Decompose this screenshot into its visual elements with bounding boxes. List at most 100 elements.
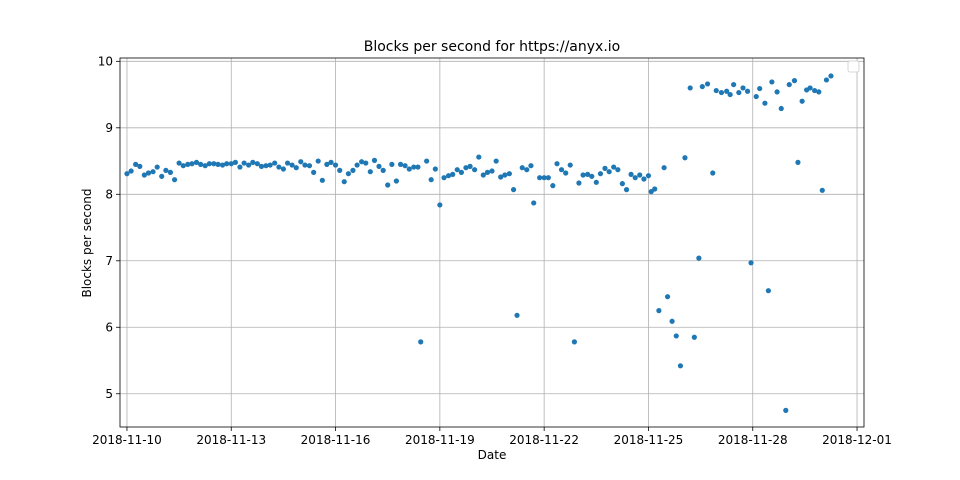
data-point [402, 163, 408, 169]
data-point [563, 170, 569, 176]
data-point [664, 294, 671, 300]
data-point [467, 163, 473, 169]
data-point [389, 161, 395, 167]
data-point [641, 176, 647, 182]
data-point [637, 172, 643, 178]
data-point [241, 160, 247, 166]
data-point [713, 87, 719, 94]
y-tick-label: 6 [105, 320, 113, 334]
y-tick-label: 10 [98, 54, 113, 68]
data-point [445, 173, 452, 179]
data-point [298, 159, 304, 165]
data-point [484, 169, 491, 175]
data-point [328, 159, 334, 165]
data-point [593, 179, 599, 185]
x-tick-label: 2018-11-22 [509, 433, 579, 447]
data-point [493, 158, 499, 164]
data-point [669, 318, 675, 324]
data-point [337, 167, 343, 173]
data-point [180, 163, 186, 169]
data-point [258, 163, 265, 169]
x-tick-label: 2018-11-13 [196, 433, 266, 447]
data-point [699, 83, 705, 90]
data-point [819, 187, 825, 193]
data-point [397, 161, 404, 167]
data-point [791, 78, 798, 84]
x-tick-label: 2018-12-01 [822, 433, 892, 447]
data-point [677, 363, 684, 369]
data-point [550, 183, 556, 189]
data-point [724, 88, 730, 94]
data-point [171, 177, 178, 183]
data-point [215, 161, 221, 167]
data-point [219, 162, 226, 168]
data-point [774, 89, 780, 95]
data-points [124, 73, 834, 413]
data-point [263, 163, 269, 169]
data-point [489, 168, 495, 174]
data-point [385, 182, 391, 188]
data-point [506, 171, 512, 177]
data-point [411, 164, 417, 170]
data-point [133, 161, 139, 167]
y-axis-label: Blocks per second [80, 188, 94, 297]
y-tick-label: 9 [105, 121, 113, 135]
data-point [376, 163, 382, 169]
plot-frame [119, 57, 865, 428]
data-point [778, 105, 784, 112]
data-point [367, 169, 373, 175]
data-point [406, 166, 412, 172]
data-point [450, 171, 456, 177]
data-point [480, 172, 486, 178]
data-point [576, 180, 582, 186]
data-point [137, 163, 143, 169]
data-point [524, 167, 530, 173]
data-point [237, 164, 243, 170]
data-point [428, 177, 434, 183]
grid-layer [120, 58, 864, 427]
data-point [541, 175, 547, 181]
data-point [272, 160, 278, 166]
data-point [807, 85, 813, 91]
data-point [311, 169, 317, 175]
y-axis-ticks: 5 6 7 8 9 10 [98, 54, 120, 401]
data-point [418, 339, 424, 345]
data-point [597, 171, 604, 177]
data-point [554, 161, 560, 167]
data-point [193, 159, 200, 165]
data-point [424, 158, 430, 164]
data-point [145, 170, 152, 176]
data-point [537, 175, 543, 181]
data-point [232, 159, 239, 165]
data-point [472, 167, 478, 173]
data-point [293, 165, 299, 171]
data-point [393, 178, 399, 184]
data-point [502, 172, 508, 178]
data-point [211, 161, 217, 167]
data-point [354, 162, 360, 168]
data-point [619, 181, 625, 187]
data-point [769, 79, 775, 85]
data-point [363, 160, 369, 166]
data-point [371, 157, 378, 163]
data-point [206, 161, 212, 167]
data-point [289, 162, 295, 168]
data-point [463, 165, 469, 171]
data-point [567, 162, 573, 168]
data-point [710, 170, 716, 176]
data-point [154, 164, 160, 170]
data-point [632, 175, 638, 181]
data-point [696, 255, 702, 261]
data-point [167, 169, 174, 175]
data-point [580, 172, 586, 178]
data-point [224, 161, 230, 167]
data-point [437, 202, 443, 208]
data-point [128, 168, 134, 174]
data-point [350, 167, 356, 173]
data-point [124, 171, 130, 177]
data-point [731, 81, 737, 88]
x-tick-label: 2018-11-10 [92, 433, 162, 447]
data-point [704, 81, 711, 87]
data-point [150, 169, 156, 175]
data-point [202, 163, 208, 169]
